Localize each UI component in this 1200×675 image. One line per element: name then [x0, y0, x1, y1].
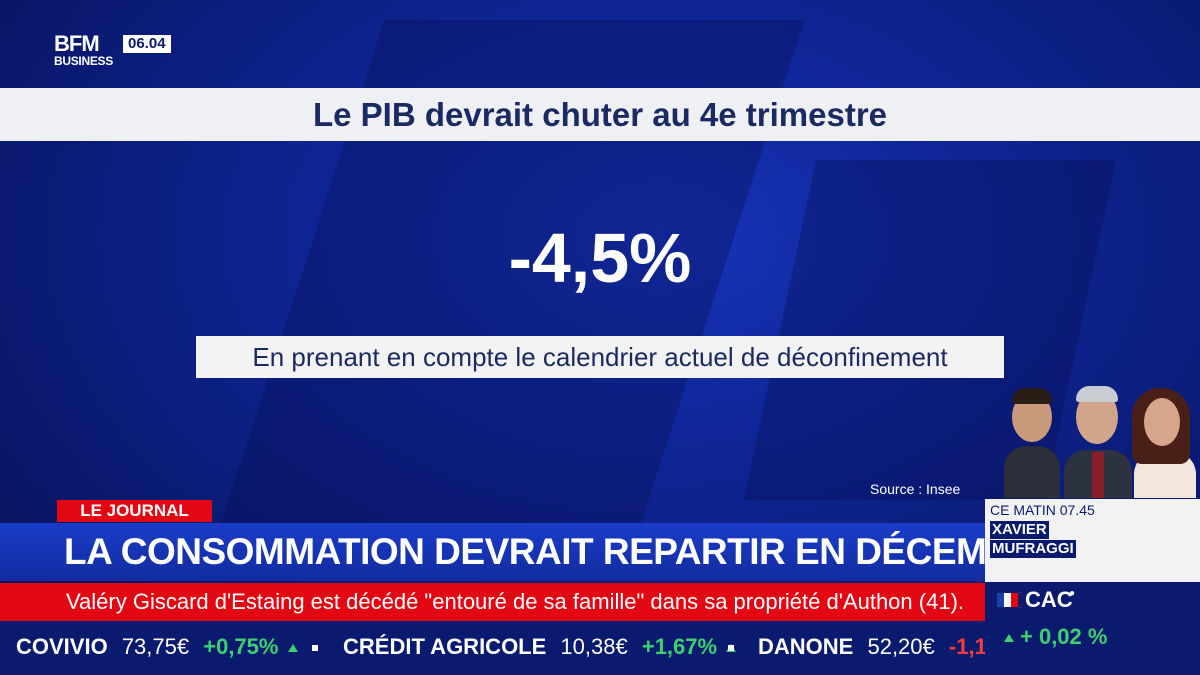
clock: 06.04: [123, 35, 171, 53]
logo-business-text: BUSINESS: [54, 54, 113, 68]
slide-title-band: Le PIB devrait chuter au 4e trimestre: [0, 88, 1200, 141]
presenters-photo: [1000, 380, 1200, 498]
ticker-name: COVIVIO: [16, 634, 108, 659]
logo-bfm-text: BFM: [54, 31, 100, 56]
headline: LA CONSOMMATION DEVRAIT REPARTIR EN DÉCE…: [64, 531, 1063, 572]
arrow-up-icon: [1004, 634, 1014, 643]
ticker-item: COVIVIO 73,75€ +0,75%: [16, 632, 298, 662]
section-tag: LE JOURNAL: [57, 500, 212, 522]
slide-title: Le PIB devrait chuter au 4e trimestre: [312, 96, 888, 133]
ticker-price: 10,38€: [560, 634, 628, 659]
next-show-host-first: XAVIER: [990, 521, 1049, 539]
french-flag-icon: [997, 593, 1018, 607]
caption-box: En prenant en compte le calendrier actue…: [196, 336, 1004, 378]
ticker-change: +1,67%: [641, 634, 718, 659]
ticker-item: CRÉDIT AGRICOLE 10,38€ +1,67%: [343, 632, 737, 662]
stock-ticker: COVIVIO 73,75€ +0,75% CRÉDIT AGRICOLE 10…: [0, 621, 999, 675]
ticker-name: DANONE: [758, 634, 854, 659]
ticker-item: DANONE 52,20€ -1,17: [758, 632, 999, 662]
channel-logo: BFM BUSINESS: [54, 31, 120, 69]
caption-text: En prenant en compte le calendrier actue…: [252, 342, 948, 372]
headline-band: LA CONSOMMATION DEVRAIT REPARTIR EN DÉCE…: [0, 523, 1063, 581]
index-change: + 0,02 %: [1001, 624, 1107, 650]
arrow-up-icon: [287, 644, 298, 653]
ticker-price: 73,75€: [121, 634, 190, 659]
source-note: Source : Insee: [870, 481, 961, 497]
ticker-change: +0,75%: [203, 634, 279, 659]
index-name: CAC: [1025, 587, 1073, 612]
next-show-host-last: MUFRAGGI: [990, 540, 1076, 558]
news-crawl-text: Valéry Giscard d'Estaing est décédé "ent…: [66, 589, 965, 614]
index-box: CAC ● + 0,02 %: [985, 582, 1200, 675]
ticker-price: 52,20€: [867, 634, 935, 659]
next-show-box: CE MATIN 07.45 XAVIER MUFRAGGI: [985, 499, 1200, 582]
ticker-separator: [728, 632, 734, 662]
ticker-name: CRÉDIT AGRICOLE: [343, 634, 547, 659]
presenter-figure: [1000, 380, 1064, 498]
ticker-separator: [312, 632, 318, 662]
next-show-time: CE MATIN 07.45: [990, 502, 1095, 518]
index-change-value: + 0,02 %: [1020, 624, 1108, 649]
presenter-figure: [1128, 380, 1200, 498]
index-dot-icon: ●: [1069, 588, 1076, 599]
presenter-figure: [1062, 380, 1134, 498]
key-figure: -4,5%: [508, 219, 692, 297]
news-crawl: Valéry Giscard d'Estaing est décédé "ent…: [0, 583, 985, 621]
